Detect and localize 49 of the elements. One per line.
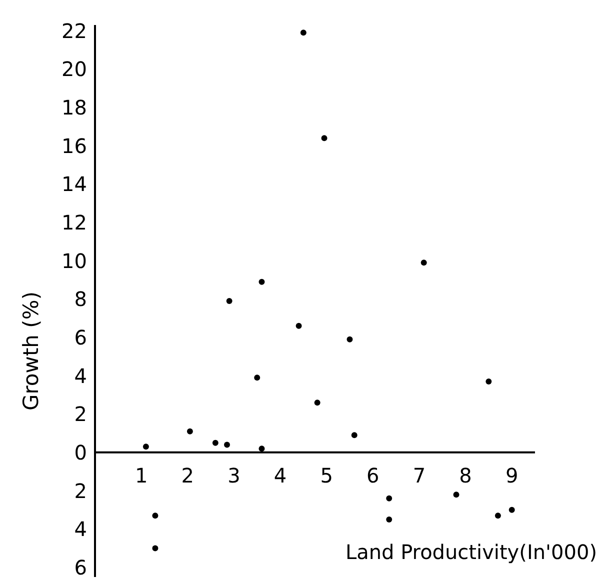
x-tick-label: 2 <box>181 463 194 488</box>
x-tick-label: 3 <box>228 463 240 488</box>
x-tick-label: 8 <box>459 463 472 488</box>
point <box>186 428 193 434</box>
point <box>258 278 265 285</box>
y-tick-label: 20 <box>62 57 87 82</box>
x-tick-label: 7 <box>412 463 426 488</box>
x-tick-label: 6 <box>366 463 380 488</box>
point <box>508 506 515 513</box>
point <box>254 374 260 381</box>
point <box>486 378 492 384</box>
y-tick-label: 6 <box>74 555 87 580</box>
point <box>494 512 501 519</box>
y-tick-label: 14 <box>62 172 87 196</box>
point <box>321 135 328 142</box>
y-tick-label: 16 <box>62 134 87 158</box>
point <box>386 495 392 502</box>
y-axis-title: Growth (%) <box>19 291 43 411</box>
point <box>152 512 158 519</box>
point <box>296 322 302 329</box>
point <box>386 516 392 522</box>
y-tick-label: 4 <box>74 364 87 388</box>
y-tick-label: 0 <box>74 440 87 464</box>
x-tick-label: 1 <box>134 463 148 488</box>
y-tick-label: 12 <box>62 210 87 234</box>
y-tick-label: 2 <box>74 402 87 426</box>
point <box>212 440 218 446</box>
point <box>226 298 232 304</box>
y-tick-label: 22 <box>62 18 87 43</box>
y-tick-label: 2 <box>74 478 87 503</box>
x-tick-label: 4 <box>274 463 287 488</box>
point <box>420 260 427 266</box>
x-tick-label: 9 <box>505 463 518 488</box>
x-axis-title: Land Productivity(In'000) <box>345 540 597 564</box>
point <box>314 400 320 406</box>
y-tick-label: 6 <box>74 325 87 350</box>
y-tick-label: 10 <box>62 248 87 273</box>
point <box>346 336 353 342</box>
point <box>453 492 460 498</box>
point <box>300 30 306 36</box>
y-tick-label: 8 <box>74 287 87 312</box>
point <box>142 444 149 450</box>
point <box>258 446 265 452</box>
point <box>351 432 358 438</box>
x-tick-label: 5 <box>320 463 333 488</box>
y-tick-label: 18 <box>62 95 87 120</box>
y-tick-label: 4 <box>74 517 87 542</box>
point <box>152 545 158 552</box>
point <box>224 442 230 448</box>
